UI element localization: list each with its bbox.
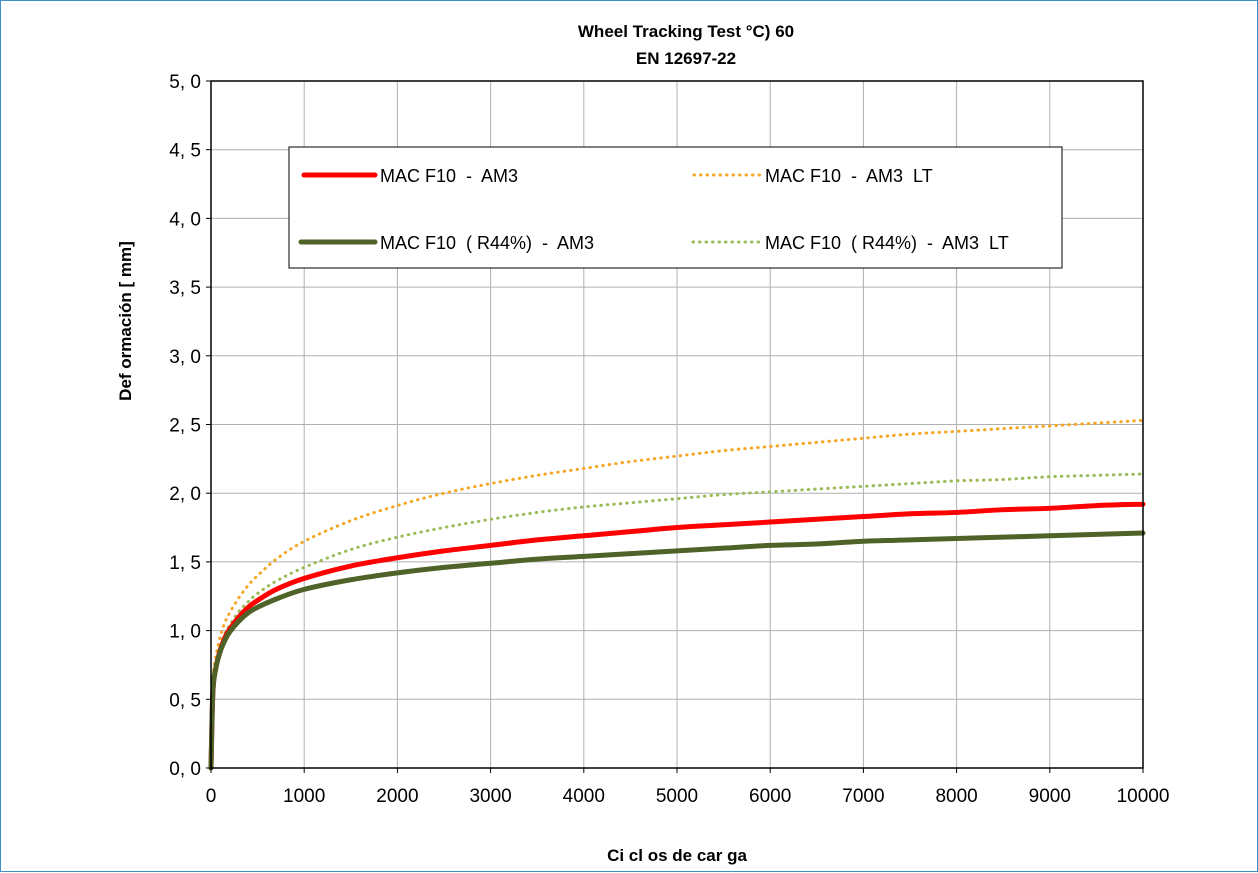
series-line [208, 530, 1146, 771]
y-tick-label: 1, 0 [169, 622, 201, 643]
x-tick-label: 9000 [1029, 786, 1071, 807]
series-group [208, 418, 1146, 771]
y-tick-label: 0, 5 [169, 690, 201, 711]
legend-label: MAC F10 ( R44%) - AM3 LT [765, 233, 1009, 253]
legend-box [288, 146, 1063, 269]
y-tick-label: 4, 0 [169, 209, 201, 230]
x-tick-label: 2000 [376, 786, 418, 807]
x-tick-label: 3000 [469, 786, 511, 807]
y-tick-label: 2, 5 [169, 416, 201, 437]
legend-label: MAC F10 ( R44%) - AM3 [380, 233, 594, 253]
legend: MAC F10 - AM3 MAC F10 - AM3 LT MAC F10 ( R… [288, 146, 1063, 269]
x-tick-label: 10000 [1117, 786, 1170, 807]
legend-label: MAC F10 - AM3 [380, 166, 518, 186]
x-tick-label: 8000 [935, 786, 977, 807]
chart-title: Wheel Tracking Test °C) 60 [578, 22, 794, 41]
y-axis-label: Def ormación [ mm] [116, 241, 135, 401]
ticks: 0 1000 2000 3000 4000 5000 6000 7000 8000 9000 100… [169, 72, 1169, 807]
y-tick-label: 1, 5 [169, 553, 201, 574]
y-tick-label: 0, 0 [169, 759, 201, 780]
x-tick-label: 7000 [842, 786, 884, 807]
y-tick-label: 2, 0 [169, 484, 201, 505]
x-tick-label: 6000 [749, 786, 791, 807]
y-tick-label: 5, 0 [169, 72, 201, 93]
x-tick-label: 0 [206, 786, 217, 807]
y-tick-label: 3, 0 [169, 347, 201, 368]
x-axis-label: Ci cl os de car ga [607, 846, 747, 865]
x-tick-label: 4000 [563, 786, 605, 807]
x-tick-label: 5000 [656, 786, 698, 807]
legend-label: MAC F10 - AM3 LT [765, 166, 933, 186]
x-tick-label: 1000 [283, 786, 325, 807]
chart-subtitle: EN 12697-22 [636, 49, 736, 68]
y-tick-label: 4, 5 [169, 141, 201, 162]
y-tick-label: 3, 5 [169, 278, 201, 299]
